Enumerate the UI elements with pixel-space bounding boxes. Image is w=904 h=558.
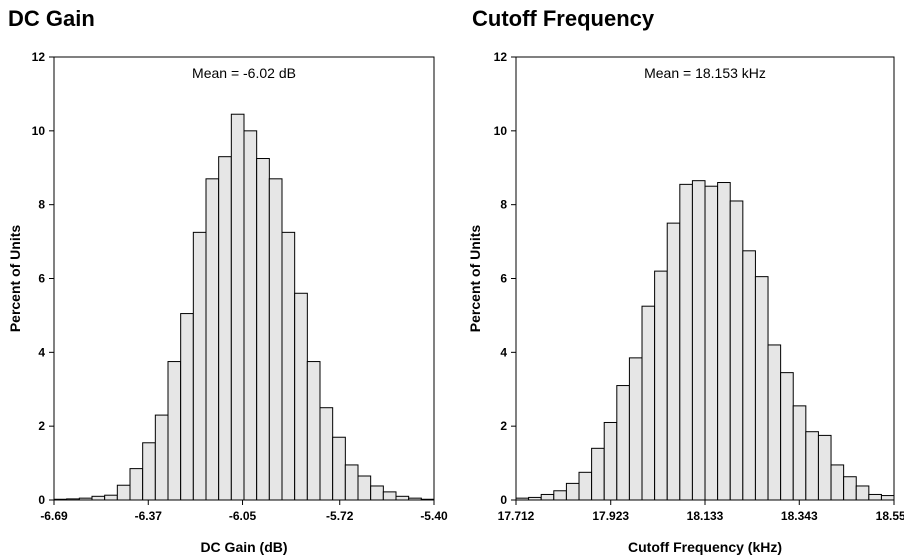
dc-gain-bar-6	[129, 468, 144, 501]
cutoff-frequency-bar-13	[679, 183, 693, 501]
cutoff-frequency-ytick-label-6: 12	[494, 50, 508, 64]
dc-gain-x-axis-label: DC Gain (dB)	[200, 539, 287, 555]
dc-gain-bar-27	[395, 495, 410, 501]
dc-gain-bar-26	[382, 491, 397, 501]
dc-gain-bar-19	[294, 292, 308, 501]
dc-gain-xtick-label-1: -6.37	[135, 509, 163, 523]
dc-gain-bar-15	[243, 130, 258, 501]
cutoff-frequency-x-axis-label: Cutoff Frequency (kHz)	[628, 539, 782, 555]
cutoff-frequency-xtick-label-4: 18.554	[876, 509, 904, 523]
cutoff-frequency-xtick-label-2: 18.133	[687, 509, 724, 523]
cutoff-frequency-bar-6	[591, 447, 605, 501]
dc-gain-bar-18	[281, 231, 296, 501]
cutoff-frequency-bar-20	[767, 344, 782, 501]
cutoff-frequency-bar-8	[616, 385, 630, 501]
dc-gain-bar-20	[306, 361, 321, 501]
cutoff-frequency-bar-27	[855, 485, 870, 501]
dc-gain-bar-16	[256, 158, 270, 501]
dc-gain-mean-annotation: Mean = -6.02 dB	[192, 65, 296, 81]
dc-gain-bar-21	[319, 407, 334, 501]
dc-gain-ytick-label-3: 6	[38, 272, 45, 286]
cutoff-frequency-bar-16	[717, 182, 731, 501]
cutoff-frequency-y-axis-label: Percent of Units	[467, 225, 483, 333]
cutoff-frequency-bar-7	[603, 421, 618, 501]
chart-title-dc-gain: DC Gain	[8, 6, 95, 31]
dc-gain-bar-3	[91, 495, 106, 501]
cutoff-frequency-bar-22	[792, 405, 807, 501]
cutoff-frequency-bar-18	[742, 250, 756, 501]
dc-gain-bar-25	[370, 485, 384, 501]
cutoff-frequency-bar-12	[666, 222, 681, 501]
cutoff-frequency-mean-annotation: Mean = 18.153 kHz	[644, 65, 766, 81]
cutoff-frequency-bar-23	[805, 431, 819, 501]
dc-gain-ytick-label-2: 4	[38, 345, 45, 359]
dc-gain-bar-17	[268, 178, 283, 501]
cutoff-frequency-bar-26	[843, 476, 857, 501]
cutoff-frequency-bar-3	[553, 490, 567, 501]
cutoff-frequency-bar-15	[704, 185, 719, 501]
dc-gain-bar-23	[344, 464, 359, 501]
dc-gain-xtick-label-3: -5.72	[326, 509, 354, 523]
dc-gain-ytick-label-6: 12	[32, 50, 46, 64]
cutoff-frequency-bar-21	[780, 372, 794, 501]
cutoff-frequency-ytick-label-0: 0	[500, 493, 507, 507]
cutoff-frequency-bar-19	[754, 276, 769, 501]
cutoff-frequency-bar-11	[654, 270, 668, 501]
cutoff-frequency-ytick-label-3: 6	[500, 272, 507, 286]
cutoff-frequency-bar-25	[830, 464, 845, 501]
dc-gain-ytick-label-1: 2	[38, 419, 45, 433]
cutoff-frequency-ytick-label-2: 4	[500, 345, 507, 359]
cutoff-frequency-bar-4	[565, 482, 580, 501]
dc-gain-bar-8	[154, 414, 169, 501]
cutoff-frequency-ytick-label-5: 10	[494, 124, 508, 138]
dc-gain-bar-7	[142, 442, 156, 501]
dc-gain-xtick-label-4: -5.40	[420, 509, 448, 523]
dc-gain-y-axis-label: Percent of Units	[7, 225, 23, 333]
cutoff-frequency-bar-10	[641, 305, 656, 501]
dc-gain-xtick-label-2: -6.05	[229, 509, 257, 523]
dc-gain-bar-10	[180, 313, 194, 501]
cutoff-frequency-bar-24	[817, 434, 832, 501]
dc-gain-ytick-label-5: 10	[32, 124, 46, 138]
dc-gain-bar-13	[218, 156, 232, 501]
cutoff-frequency-ytick-label-4: 8	[500, 198, 507, 212]
cutoff-frequency-bar-14	[691, 180, 706, 501]
dc-gain-ytick-label-0: 0	[38, 493, 45, 507]
chart-title-cutoff-frequency: Cutoff Frequency	[472, 6, 655, 31]
dc-gain-bar-11	[192, 231, 207, 501]
dc-gain-bar-9	[167, 361, 182, 501]
dc-gain-bar-4	[104, 494, 118, 501]
dc-gain-bar-12	[205, 178, 220, 501]
cutoff-frequency-bar-29	[880, 495, 895, 501]
cutoff-frequency-ytick-label-1: 2	[500, 419, 507, 433]
cutoff-frequency-bar-2	[540, 493, 555, 501]
dc-gain-ytick-label-4: 8	[38, 198, 45, 212]
dc-gain-bar-22	[332, 436, 346, 501]
dc-gain-xtick-label-0: -6.69	[40, 509, 68, 523]
cutoff-frequency-bar-28	[868, 493, 882, 501]
cutoff-frequency-xtick-label-3: 18.343	[781, 509, 818, 523]
cutoff-frequency-bar-17	[729, 200, 744, 501]
dc-gain-bar-24	[357, 475, 372, 501]
cutoff-frequency-xtick-label-0: 17.712	[498, 509, 535, 523]
cutoff-frequency-xtick-label-1: 17.923	[592, 509, 629, 523]
dc-gain-bar-5	[116, 484, 131, 501]
dc-gain-bar-14	[230, 113, 245, 501]
cutoff-frequency-bar-9	[628, 357, 643, 501]
cutoff-frequency-bar-5	[578, 471, 593, 501]
